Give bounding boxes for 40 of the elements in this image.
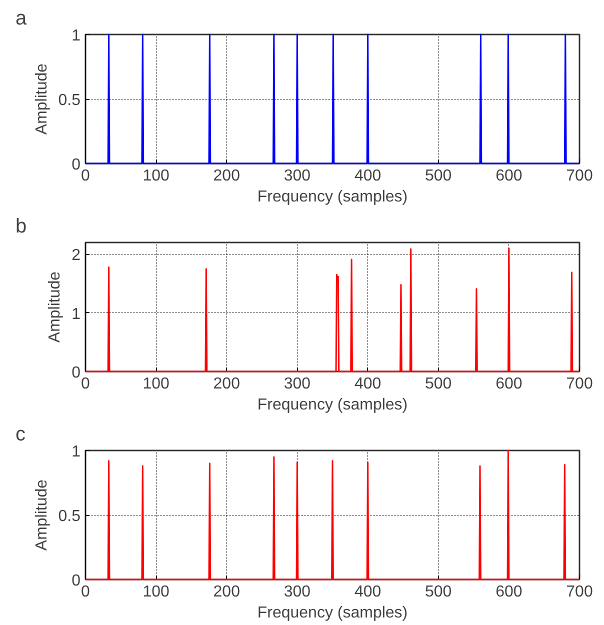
- x-tick-label: 200: [213, 376, 240, 392]
- y-axis-title: Amplitude: [33, 63, 50, 135]
- x-tick-label: 500: [425, 168, 452, 184]
- x-tick-label: 100: [142, 376, 170, 392]
- y-tick-label: 0: [72, 364, 81, 382]
- x-tick-label: 100: [142, 584, 170, 600]
- x-tick-label: 700: [566, 584, 593, 600]
- chart-title: a: [16, 8, 28, 30]
- y-tick-label: 1: [72, 444, 81, 460]
- x-tick-label: 400: [354, 376, 382, 392]
- chart-title: c: [16, 424, 26, 446]
- x-tick-label: 300: [284, 168, 311, 184]
- x-axis-title: Frequency (samples): [257, 396, 408, 414]
- x-tick-label: 400: [354, 584, 382, 600]
- x-axis-title: Frequency (samples): [257, 604, 408, 622]
- y-axis-title: Amplitude: [33, 479, 50, 551]
- x-tick-label: 600: [496, 168, 522, 184]
- x-tick-label: 500: [425, 376, 452, 392]
- chart-title: b: [16, 216, 27, 238]
- line-series: [84, 450, 580, 580]
- x-tick-label: 300: [284, 376, 311, 392]
- x-tick-label: 100: [142, 168, 170, 184]
- x-tick-label: 200: [213, 584, 240, 600]
- y-tick-label: 0: [72, 572, 81, 590]
- y-tick-label: 0: [72, 156, 81, 174]
- x-tick-label: 600: [496, 376, 522, 392]
- y-axis-title: Amplitude: [46, 271, 64, 343]
- x-tick-label: 200: [213, 168, 240, 184]
- x-axis-title: Frequency (samples): [257, 188, 408, 206]
- x-tick-label: 400: [354, 168, 382, 184]
- x-tick-label: 700: [566, 168, 593, 184]
- x-tick-label: 500: [425, 584, 452, 600]
- x-tick-label: 300: [284, 584, 311, 600]
- y-tick-label: 1: [72, 306, 81, 323]
- y-tick-label: 0.5: [58, 92, 81, 109]
- y-tick-label: 0.5: [58, 508, 81, 525]
- y-tick-label: 2: [72, 247, 81, 264]
- y-tick-label: 1: [72, 28, 81, 44]
- x-tick-label: 700: [566, 376, 593, 392]
- x-tick-label: 600: [496, 584, 522, 600]
